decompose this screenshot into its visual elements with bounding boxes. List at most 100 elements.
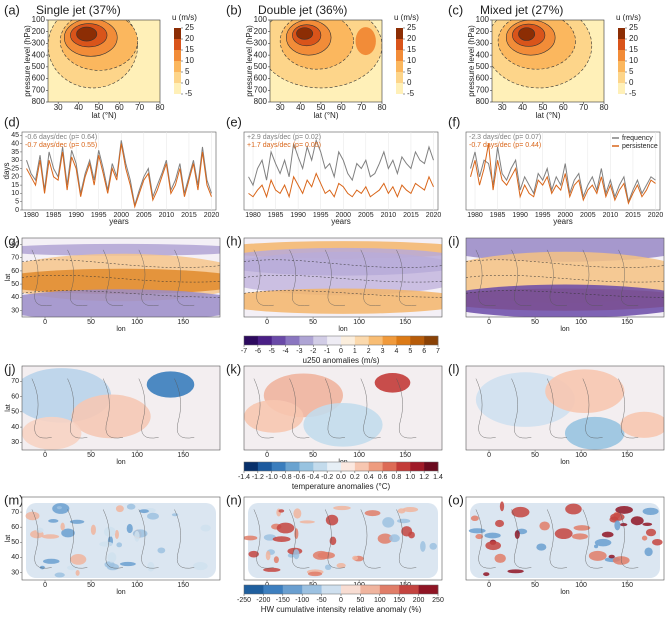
colorbar-block <box>379 585 400 594</box>
y-axis-label: pressure level (hPa) <box>245 25 254 97</box>
map-anomaly <box>495 519 505 528</box>
plot-frame <box>269 19 383 103</box>
coastline <box>174 249 195 306</box>
y-tick-label: 800 <box>254 97 268 106</box>
coastline <box>138 249 159 306</box>
coastline <box>138 509 159 569</box>
colorbar-block <box>257 462 273 471</box>
map-anomaly <box>103 526 116 537</box>
map-anomaly <box>571 533 588 540</box>
y-tick-label: 50 <box>11 539 19 546</box>
y-tick-label: 400 <box>32 50 46 59</box>
map-anomaly <box>545 369 625 414</box>
colorbar-block <box>174 61 181 72</box>
map-anomaly <box>276 522 295 534</box>
panel-label: (g) <box>4 233 20 248</box>
x-axis-label: lon <box>116 459 125 466</box>
colorbar-block <box>354 336 370 345</box>
x-axis-label: years <box>553 217 573 226</box>
x-tick-label: 50 <box>309 319 317 326</box>
colorbar-tick-label: 10 <box>185 56 194 65</box>
map-anomaly <box>193 562 208 571</box>
map-anomaly <box>200 524 211 532</box>
x-tick-label: 70 <box>579 103 588 112</box>
panel-label: (j) <box>4 361 16 376</box>
map-anomaly <box>397 518 411 524</box>
x-tick-label: 1990 <box>68 212 84 219</box>
y-tick-label: 60 <box>11 268 19 275</box>
map-anomaly <box>408 531 415 539</box>
map-anomaly <box>499 501 505 512</box>
map-anomaly <box>71 394 151 439</box>
colorbar-label: u (m/s) <box>394 13 419 22</box>
colorbar-block <box>285 462 300 471</box>
x-tick-label: 50 <box>531 319 539 326</box>
panel-label: (c) <box>448 2 463 17</box>
y-tick-label: 70 <box>11 378 19 385</box>
map-anomaly <box>641 535 648 541</box>
colorbar-block <box>618 28 625 39</box>
x-tick-label: 150 <box>621 319 633 326</box>
map-anomaly <box>67 565 78 571</box>
coastline <box>138 378 159 439</box>
x-tick-label: 2000 <box>113 212 129 219</box>
map-anomaly <box>22 243 220 256</box>
colorbar-tick-label: 2 <box>367 348 371 355</box>
x-tick-label: 1980 <box>245 212 261 219</box>
colorbar-block <box>368 336 383 345</box>
colorbar-block <box>341 585 361 594</box>
colorbar-tick-label: -200 <box>256 597 270 604</box>
x-tick-label: 2010 <box>159 212 175 219</box>
y-tick-label: 30 <box>11 307 19 314</box>
map-anomaly <box>511 506 530 518</box>
colorbar-block <box>396 61 403 72</box>
map-contour <box>22 275 220 283</box>
y-tick-label: 40 <box>11 294 19 301</box>
x-axis-label: lon <box>338 326 347 333</box>
x-tick-label: 30 <box>54 103 63 112</box>
y-tick-label: 500 <box>32 62 46 71</box>
x-tick-label: 100 <box>353 319 365 326</box>
y-tick-label: 25 <box>11 165 19 172</box>
map-field <box>466 497 664 580</box>
map-anomaly <box>312 550 330 560</box>
colorbar-tick-label: 5 <box>629 67 634 76</box>
coastline <box>31 249 52 306</box>
map-anomaly <box>70 554 87 565</box>
x-tick-label: 150 <box>399 452 411 459</box>
x-axis-label: lat (°N) <box>92 111 117 120</box>
y-tick-label: 600 <box>32 74 46 83</box>
coastline <box>618 249 639 306</box>
colorbar-block <box>410 336 425 345</box>
coastline <box>618 378 639 439</box>
colorbar-tick-label: 5 <box>408 348 412 355</box>
map-anomaly <box>645 528 657 537</box>
x-tick-label: 150 <box>399 319 411 326</box>
coastline <box>325 249 346 306</box>
coastline <box>253 509 274 569</box>
colorbar-label: HW cumulative intensity relative anomaly… <box>261 605 422 613</box>
plot-frame <box>465 237 665 318</box>
map-anomaly <box>265 550 271 561</box>
y-tick-label: 70 <box>11 509 19 516</box>
colorbar-tick-label: -5 <box>629 89 637 98</box>
panel-title: Double jet (36%) <box>258 3 347 17</box>
x-tick-label: 100 <box>131 452 143 459</box>
plot-frame <box>465 365 665 451</box>
colorbar-tick-label: 20 <box>629 34 638 43</box>
map-anomaly <box>60 522 65 531</box>
y-tick-label: 100 <box>476 15 490 24</box>
map-field <box>244 497 442 580</box>
x-tick-label: 2020 <box>426 212 442 219</box>
map-anomaly <box>22 268 220 295</box>
map-anomaly <box>429 542 437 550</box>
colorbar-tick-label: 1.0 <box>405 474 415 481</box>
map-anomaly <box>644 547 653 557</box>
map-anomaly <box>147 512 159 520</box>
colorbar-block <box>327 462 342 471</box>
colorbar-block <box>257 336 273 345</box>
colorbar-block <box>174 28 181 39</box>
panel-label: (n) <box>226 492 242 507</box>
y-tick-label: 700 <box>32 85 46 94</box>
